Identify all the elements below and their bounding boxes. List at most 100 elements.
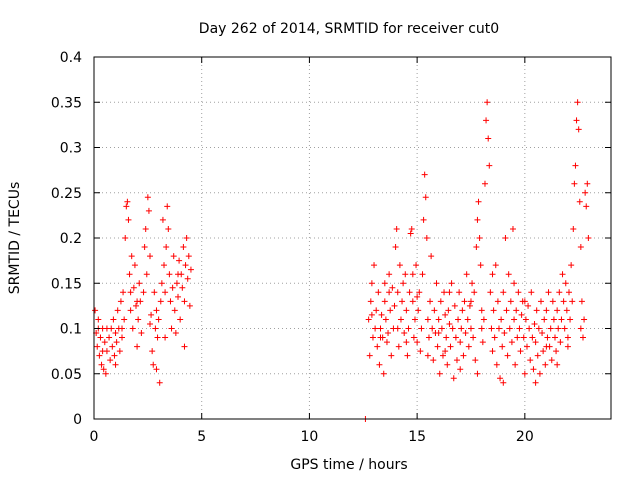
data-point [469,280,476,287]
data-point [415,307,422,314]
data-point [467,325,474,332]
data-point [526,325,533,332]
data-point [135,316,142,323]
data-point [503,307,510,314]
data-point [567,316,574,323]
data-point [577,244,584,251]
data-point [372,325,379,332]
data-point [150,361,157,368]
data-point [383,339,390,346]
data-point [161,262,168,269]
data-point [504,352,511,359]
data-point [187,266,194,273]
data-points [92,99,592,422]
data-point [156,379,163,386]
data-point [119,334,126,341]
data-point [500,379,507,386]
data-point [449,325,456,332]
data-point [424,316,431,323]
data-point [457,339,464,346]
data-point [176,257,183,264]
data-point [471,289,478,296]
data-point [461,298,468,305]
data-point [184,275,191,282]
data-point [147,253,154,260]
data-point [535,325,542,332]
data-point [151,289,158,296]
data-point [550,316,557,323]
data-point [421,171,428,178]
data-point [502,235,509,241]
data-point [389,284,396,291]
data-point [581,316,588,323]
data-point [175,271,182,278]
data-point [182,262,189,269]
data-point [470,334,477,341]
data-point [555,325,562,332]
data-point [500,289,507,296]
data-point [568,262,575,269]
data-point [393,225,400,232]
data-point [532,379,539,386]
data-point [181,298,188,305]
data-point [464,316,471,323]
data-point [548,357,555,364]
data-point [473,244,480,251]
data-point [374,343,381,350]
data-point [94,343,101,350]
data-point [450,375,457,382]
data-point [392,244,399,251]
data-point [576,198,583,205]
y-tick-label: 0.35 [51,95,82,111]
data-point [116,348,123,355]
data-point [560,298,567,305]
data-point [443,334,450,341]
data-point [369,334,376,341]
data-point [543,307,550,314]
data-point [126,271,133,278]
data-point [518,311,525,318]
data-point [170,253,177,260]
data-point [420,216,427,223]
data-point [582,189,589,196]
data-point [545,289,552,296]
data-point [167,298,174,305]
data-point [512,361,519,368]
data-point [123,203,130,210]
data-point [434,343,441,350]
data-point [418,325,425,332]
data-point [164,203,171,210]
data-point [165,225,172,232]
data-point [561,325,568,332]
data-point [479,339,486,346]
data-point [127,289,134,296]
y-axis-title: SRMTID / TECUs [7,182,23,295]
data-point [544,334,551,341]
data-point [141,244,148,251]
data-point [99,348,106,355]
data-point [462,330,469,337]
data-point [466,302,473,309]
data-point [153,307,160,314]
data-point [388,352,395,359]
data-point [436,370,443,377]
data-point [533,307,540,314]
data-point [381,280,388,287]
data-point [531,320,538,327]
data-point [377,334,384,341]
data-point [554,361,561,368]
data-point [101,339,108,346]
data-point [480,316,487,323]
data-point [425,334,432,341]
y-tick-label: 0.3 [60,141,82,157]
data-point [534,352,541,359]
x-tick-label: 15 [408,429,426,445]
data-point [458,325,465,332]
data-point [97,334,104,341]
data-point [435,316,442,323]
data-point [166,271,173,278]
data-point [452,334,459,341]
data-point [495,325,502,332]
data-point [537,298,544,305]
